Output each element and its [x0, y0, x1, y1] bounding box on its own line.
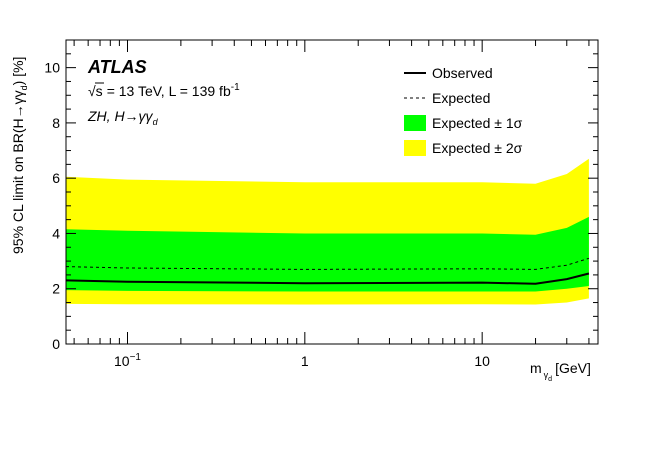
legend-label: Expected ± 1σ	[432, 115, 523, 131]
x-tick-label: 10	[474, 353, 490, 369]
lumi-exponent: -1	[231, 82, 240, 93]
x-axis-title-main: m	[530, 360, 542, 376]
legend-label: Expected ± 2σ	[432, 140, 523, 156]
y-tick-label: 10	[44, 60, 60, 76]
y-axis-title-sub: d	[19, 85, 29, 90]
band-1sigma	[66, 216, 589, 292]
atlas-label: ATLAS	[87, 57, 147, 77]
y-tick-label: 2	[52, 281, 60, 297]
y-tick-label: 0	[52, 336, 60, 352]
process-text: ZH, H→γγ	[87, 108, 154, 124]
bands-layer	[66, 158, 589, 305]
y-tick-label: 4	[52, 225, 60, 241]
legend-swatch-band	[404, 140, 426, 156]
y-tick-label: 6	[52, 170, 60, 186]
x-tick-label: 10−1	[114, 352, 141, 369]
x-tick-label-base: 10	[114, 353, 130, 369]
process-subscript: d	[153, 117, 159, 127]
legend-swatch-band	[404, 115, 426, 131]
x-axis-title: m γd[GeV]	[530, 360, 591, 383]
x-tick-label-base: 10	[474, 353, 490, 369]
legend-label: Expected	[432, 90, 490, 106]
y-axis-title: 95% CL limit on BR(H→γγd) [%]	[10, 57, 29, 254]
energy-text: = 13 TeV, L = 139 fb	[107, 83, 231, 99]
y-axis-title-close: ) [%]	[10, 57, 26, 86]
lines-layer	[65, 257, 590, 285]
x-axis-title-unit: [GeV]	[555, 360, 591, 376]
legend: Observed Expected Expected ± 1σ Expected ± …	[404, 65, 523, 156]
y-axis-title-main: 95% CL limit on BR(H→γγ	[10, 90, 26, 254]
x-tick-label-base: 1	[301, 353, 309, 369]
process-label: ZH, H→γγd	[87, 108, 159, 127]
x-tick-label: 1	[301, 353, 309, 369]
legend-label: Observed	[432, 65, 493, 81]
observed-line	[65, 272, 590, 285]
x-axis-title-subsub: d	[548, 376, 552, 383]
energy-sqrt: √s	[88, 83, 103, 99]
energy-label: √s = 13 TeV, L = 139 fb-1	[88, 82, 240, 99]
x-axis-title-sub: γ	[544, 370, 549, 380]
expected-line	[65, 257, 590, 270]
x-tick-label-exponent: −1	[130, 352, 142, 363]
y-tick-label: 8	[52, 115, 60, 131]
